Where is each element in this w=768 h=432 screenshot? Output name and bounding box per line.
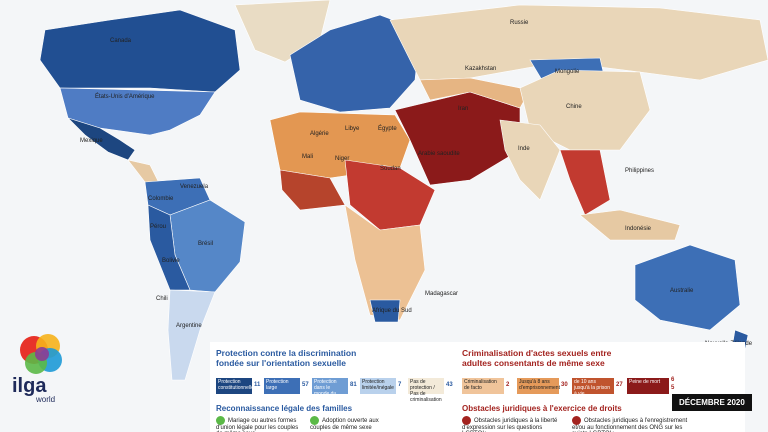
legend-count: 81 <box>350 382 357 388</box>
country-label: Canada <box>110 38 132 44</box>
country-label: Mexique <box>80 138 103 144</box>
legend-text: Obstacles juridiques à l'enregistrement … <box>572 418 688 432</box>
country-label: Indonésie <box>625 226 652 232</box>
legend-swatch: Protection dans le monde du travail <box>312 378 348 403</box>
date-badge: DÉCEMBRE 2020 <box>672 394 752 411</box>
country-label: Libye <box>345 126 360 132</box>
legend-count: 57 <box>302 382 309 388</box>
central-south-africa <box>344 204 426 321</box>
europe <box>289 14 421 113</box>
country-label: États-Unis d'Amérique <box>95 93 155 100</box>
country-label: Brésil <box>198 241 213 247</box>
legend-swatch: Protection large <box>264 378 300 394</box>
country-label: Niger <box>335 156 349 162</box>
australia <box>634 244 741 331</box>
logo-subtitle: world <box>36 395 56 404</box>
country-label: Mali <box>302 154 313 160</box>
legend-count: 27 <box>616 382 623 388</box>
argentina <box>167 289 216 381</box>
legend-title: Obstacles juridiques à l'exercice de dro… <box>462 404 622 413</box>
legend-swatch: Jusqu'à 8 ans d'emprisonnement <box>517 378 560 394</box>
country-label: Mongolie <box>555 69 580 75</box>
legend-swatch: Peine de mort <box>627 378 669 394</box>
legend-text: Obstacles juridiques à la liberté d'expr… <box>462 418 558 432</box>
country-label: Venezuela <box>180 184 209 190</box>
country-label: Russie <box>510 20 529 26</box>
logo-mark <box>20 334 62 374</box>
legend-swatch: Protection constitutionnelle <box>216 378 254 394</box>
legend-count: 2 <box>506 382 510 388</box>
legend-item: Obstacles juridiques à la liberté d'expr… <box>462 416 567 432</box>
legend-count: 43 <box>446 382 453 388</box>
legend-swatch: Criminalisation de facto <box>462 378 504 394</box>
country-label: Australie <box>670 288 694 294</box>
mexico <box>67 117 136 161</box>
logo-name: ilga <box>12 375 47 397</box>
country-label: Bolivie <box>162 258 180 264</box>
canada <box>39 9 241 93</box>
legend-item: Obstacles juridiques à l'enregistrement … <box>572 416 692 432</box>
country-label: Algérie <box>310 131 329 137</box>
indonesia <box>579 209 681 241</box>
legend-title: Reconnaissance légale des familles <box>216 404 353 413</box>
country-label: Madagascar <box>425 291 458 297</box>
country-label: Inde <box>518 146 530 152</box>
legend-swatch: Protection limitée/inégale <box>360 378 396 394</box>
peru-bolivia <box>147 204 191 291</box>
legend-count: 30 <box>561 382 568 388</box>
country-label: Philippines <box>625 168 654 174</box>
legend-item: Mariage ou autres formes d'union légale … <box>216 416 306 432</box>
country-label: Afrique du Sud <box>372 308 412 314</box>
country-label: Kazakhstan <box>465 66 496 72</box>
country-label: Chili <box>156 296 168 302</box>
country-label: Soudan <box>380 166 401 172</box>
south-east-asia <box>559 149 611 216</box>
country-label: Chine <box>566 104 582 110</box>
country-label: Pérou <box>150 224 166 230</box>
legend-title: Criminalisation d'actes sexuels entre ad… <box>462 348 612 368</box>
india <box>499 119 561 201</box>
legend-count: 6 <box>671 377 675 383</box>
legend-count: 5 <box>671 385 675 391</box>
legend-swatch: de 10 ans jusqu'à la prison à vie <box>572 378 614 397</box>
legend-title: Protection contre la discrimination fond… <box>216 348 357 368</box>
country-label: Égypte <box>378 125 397 132</box>
southern-africa <box>369 299 401 323</box>
legend-text: Adoption ouverte aux couples de même sex… <box>310 418 379 431</box>
country-label: Argentine <box>176 323 202 329</box>
country-label: Colombie <box>148 196 174 202</box>
legend-count: 11 <box>254 382 261 388</box>
legend-count: 7 <box>398 382 402 388</box>
central-asia <box>419 77 531 109</box>
country-label: Iran <box>458 106 468 112</box>
country-label: Arabie saoudite <box>418 151 460 157</box>
legend-text: Mariage ou autres formes d'union légale … <box>216 418 299 432</box>
legend-item: Adoption ouverte aux couples de même sex… <box>310 416 400 431</box>
west-africa <box>279 169 346 211</box>
legend-swatch: Pas de protection / Pas de criminalisati… <box>408 378 444 403</box>
logo: ilga world <box>12 330 72 404</box>
